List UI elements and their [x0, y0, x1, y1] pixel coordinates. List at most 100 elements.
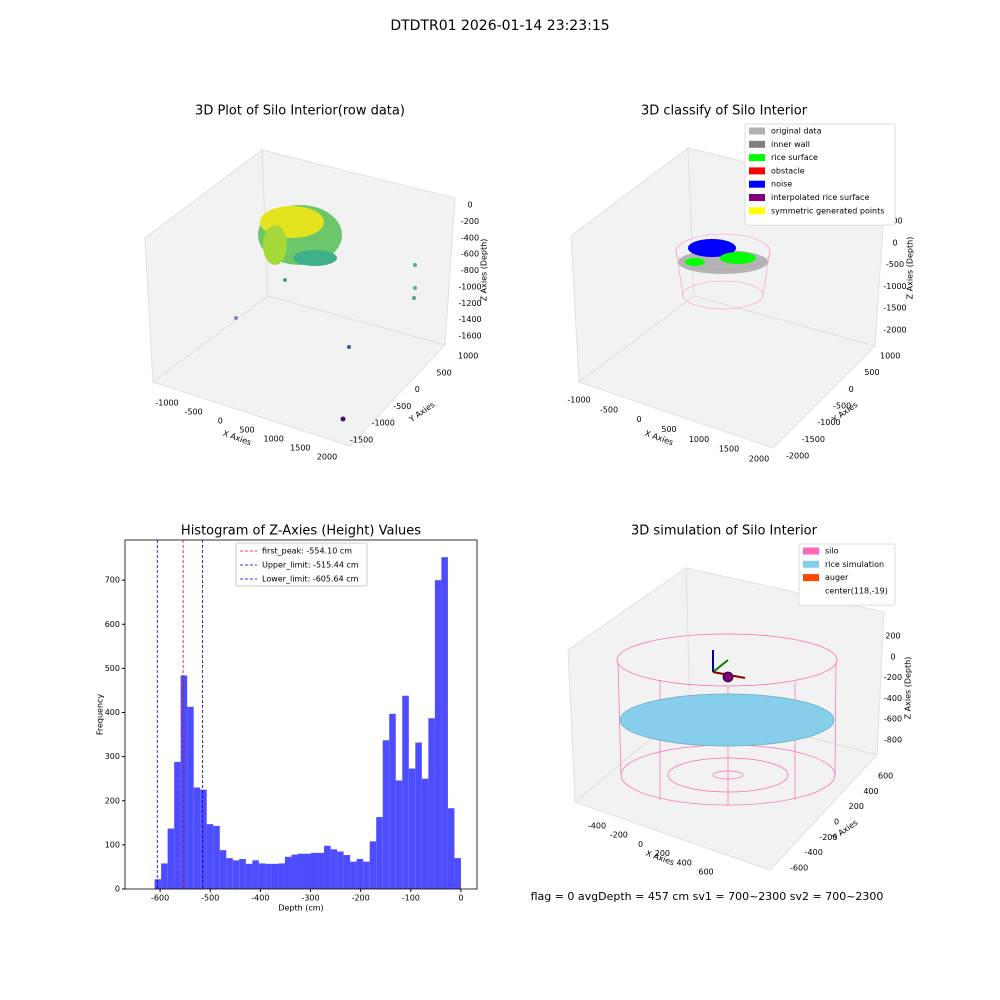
- bar: [187, 706, 194, 889]
- legend-label: first_peak: -554.10 cm: [262, 547, 352, 556]
- bar: [271, 863, 279, 889]
- bar: [441, 557, 448, 889]
- legend-label: center(118,-19): [825, 586, 888, 595]
- bar: [291, 854, 298, 889]
- bar: [408, 768, 416, 889]
- y-axis-label: Frequency: [96, 694, 105, 736]
- bar: [434, 580, 442, 889]
- legend-label: rice surface: [771, 153, 818, 162]
- bar: [219, 850, 227, 889]
- bar: [206, 824, 214, 889]
- chart-title: 3D classify of Silo Interior: [641, 104, 808, 119]
- legend-swatch: [749, 127, 765, 135]
- x-tick-label: -200: [352, 894, 370, 903]
- bar: [369, 841, 377, 889]
- x-tick-label: 400: [677, 858, 692, 867]
- y-tick-label: 500: [864, 368, 879, 377]
- z-tick-label: -1600: [458, 332, 481, 341]
- z-tick-label: -600: [884, 715, 902, 724]
- bar: [167, 828, 175, 889]
- pane: [577, 295, 876, 449]
- z-tick-label: -500: [886, 260, 904, 269]
- y-tick-label: -400: [805, 848, 823, 857]
- legend-label: obstacle: [771, 166, 805, 175]
- bar: [258, 863, 266, 889]
- bar: [402, 695, 409, 889]
- z-tick-label: -1000: [458, 282, 481, 291]
- y-tick-label: 600: [105, 620, 120, 629]
- z-tick-label: 0: [890, 652, 895, 661]
- pane: [151, 295, 446, 447]
- x-tick-label: -100: [402, 894, 420, 903]
- y-tick-label: 500: [436, 368, 451, 377]
- z-tick-label: -600: [461, 250, 479, 259]
- z-tick-label: -200: [884, 673, 902, 682]
- x-tick-label: -1000: [567, 396, 590, 405]
- y-tick-label: -500: [833, 402, 851, 411]
- y-tick-label: 0: [849, 385, 854, 394]
- bar: [389, 713, 396, 889]
- bar: [213, 825, 220, 889]
- legend-box: [744, 123, 896, 226]
- legend-label: original data: [771, 127, 822, 136]
- legend-label: rice simulation: [825, 560, 884, 569]
- bar: [193, 787, 201, 889]
- bar: [200, 789, 207, 889]
- bar: [180, 675, 188, 889]
- bar: [428, 718, 435, 889]
- y-tick-label: -1500: [350, 436, 373, 445]
- z-tick-label: -1000: [883, 282, 906, 291]
- x-tick-label: 0: [218, 417, 223, 426]
- x-axis-label: Depth (cm): [278, 904, 323, 913]
- bar: [324, 845, 331, 889]
- y-tick-label: 0: [115, 885, 120, 894]
- x-tick-label: 500: [239, 426, 254, 435]
- legend-swatch: [749, 180, 765, 188]
- y-tick-label: -600: [790, 864, 808, 873]
- bar: [382, 740, 390, 889]
- x-tick-label: -200: [610, 831, 628, 840]
- y-tick-label: 200: [849, 802, 864, 811]
- y-tick-label: 0: [415, 385, 420, 394]
- z-tick-label: -1400: [458, 315, 481, 324]
- z-tick-label: -1200: [458, 299, 481, 308]
- bar: [363, 861, 370, 889]
- bar: [278, 863, 285, 889]
- bar: [350, 861, 357, 889]
- bar: [252, 860, 259, 889]
- bar: [376, 817, 383, 889]
- bar: [284, 856, 292, 889]
- legend-label: silo: [825, 547, 839, 556]
- y-tick-label: -1500: [802, 435, 825, 444]
- silo-simulation: [616, 633, 838, 806]
- x-tick-label: -1000: [155, 399, 178, 408]
- bar: [154, 879, 162, 889]
- legend-label: inner wall: [771, 140, 810, 149]
- x-tick-label: 0: [458, 894, 463, 903]
- bar: [343, 855, 351, 889]
- y-tick-label: 100: [105, 840, 120, 849]
- z-tick-label: -400: [884, 694, 902, 703]
- x-tick-label: -500: [201, 894, 219, 903]
- bar: [304, 853, 312, 889]
- bar: [330, 849, 338, 889]
- x-tick-label: 1500: [290, 444, 310, 453]
- x-tick-label: -400: [588, 822, 606, 831]
- legend-box: [798, 543, 896, 606]
- axis-label: Z Axies (Depth): [480, 239, 489, 302]
- bar: [311, 852, 318, 889]
- legend-swatch: [749, 194, 765, 201]
- x-tick-label: 1000: [263, 435, 283, 444]
- bar: [161, 863, 168, 889]
- y-tick-label: -1000: [817, 418, 840, 427]
- y-tick-label: 500: [105, 664, 120, 673]
- chart-title: 3D Plot of Silo Interior(row data): [195, 104, 405, 119]
- y-tick-label: 1000: [458, 352, 478, 361]
- legend-swatch: [803, 574, 819, 582]
- bar: [297, 853, 305, 889]
- z-tick-label: -800: [884, 736, 902, 745]
- y-tick-label: -1000: [372, 419, 395, 428]
- z-tick-label: -200: [461, 217, 479, 226]
- z-tick-label: -1500: [883, 304, 906, 313]
